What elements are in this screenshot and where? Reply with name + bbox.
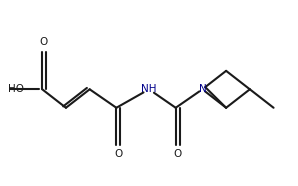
Text: HO: HO: [8, 84, 24, 94]
Text: O: O: [40, 37, 48, 47]
Text: O: O: [114, 149, 122, 159]
Text: NH: NH: [141, 84, 157, 94]
Text: O: O: [173, 149, 181, 159]
Text: N: N: [198, 84, 206, 94]
